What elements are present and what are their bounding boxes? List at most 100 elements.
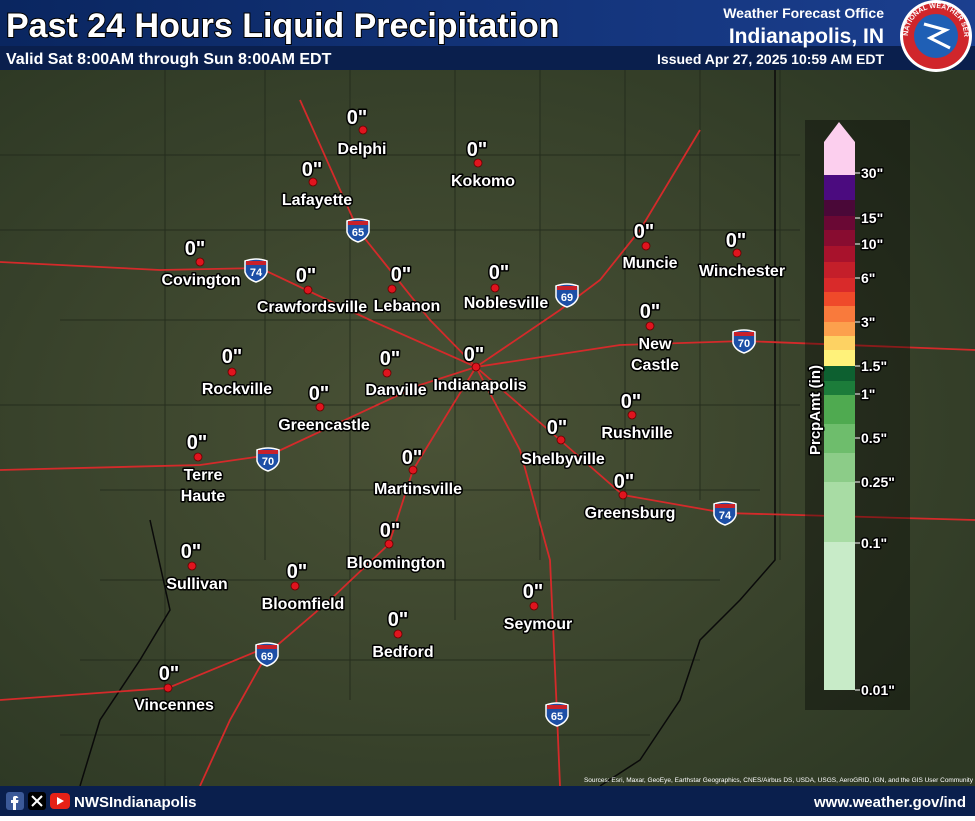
station: 0" Kokomo: [450, 138, 517, 192]
station: 0" Bedford: [371, 608, 435, 663]
station-amount: 0": [287, 561, 308, 583]
station-amount: 0": [347, 107, 368, 129]
office-city: Indianapolis, IN: [729, 25, 884, 48]
legend-swatch: [824, 482, 855, 542]
station-name: Greencastle: [278, 417, 370, 434]
social-handle[interactable]: NWSIndianapolis: [74, 794, 197, 811]
station-amount: 0": [464, 344, 485, 366]
legend-swatch: [824, 350, 855, 366]
shield-top: [257, 645, 277, 649]
station-name: Noblesville: [464, 295, 549, 312]
shield-top: [557, 286, 577, 290]
legend-swatch: [824, 142, 855, 175]
station-dot: [641, 241, 651, 251]
station-dot: [627, 410, 637, 420]
station-dot: [193, 452, 203, 462]
station: 0" Vincennes: [133, 662, 216, 716]
station-dot: [393, 629, 403, 639]
legend-swatch: [824, 246, 855, 262]
station-dot: [645, 321, 655, 331]
header-bar: [0, 0, 975, 46]
station: 0" Delphi: [336, 106, 388, 160]
station-name: Muncie: [622, 255, 677, 272]
station-amount: 0": [726, 230, 747, 252]
station: 0" Indianapolis: [432, 343, 528, 396]
station-name: Seymour: [504, 616, 572, 633]
legend-label: 0.25": [861, 474, 895, 490]
legend-title: PrcpAmt (in): [807, 365, 824, 455]
station-amount: 0": [614, 471, 635, 493]
station-dot: [303, 285, 313, 295]
station-dot: [308, 177, 318, 187]
station-amount: 0": [302, 159, 323, 181]
station-name: Shelbyville: [521, 451, 605, 468]
station-amount: 0": [296, 265, 317, 287]
legend-swatch: [824, 292, 855, 306]
station-name: Bedford: [372, 644, 433, 661]
legend-swatch: [824, 278, 855, 292]
legend-label: 1": [861, 386, 875, 402]
station-dot: [227, 367, 237, 377]
station-amount: 0": [309, 383, 330, 405]
subheader-bar: [0, 46, 975, 70]
station-name: Indianapolis: [433, 377, 526, 394]
shield-number: 70: [738, 338, 750, 350]
legend: 30" 15" 10" 6" 3" 1.5" 1" 0.5" 0.25" 0.1" 0.01": [824, 122, 896, 700]
legend-swatch: [824, 262, 855, 278]
interstate-shields: 65 74 69 70 70 74 69 65: [244, 218, 756, 727]
station-name: Bloomington: [347, 555, 446, 572]
station: 0" Noblesville: [462, 261, 550, 314]
legend-swatch: [824, 395, 855, 424]
station: 0" Winchester: [697, 229, 786, 282]
station-name: Terre Haute: [181, 467, 226, 505]
shield-number: 74: [250, 267, 263, 279]
station-name: Bloomfield: [262, 596, 345, 613]
station-name: Covington: [161, 272, 240, 289]
legend-swatch: [824, 322, 855, 336]
station-name: Danville: [365, 382, 426, 399]
station-name-line: Haute: [181, 488, 226, 505]
station-name: New Castle: [631, 336, 679, 374]
shield-top: [715, 504, 735, 508]
station: 0" Martinsville: [372, 446, 463, 500]
station-name: Greensburg: [585, 505, 676, 522]
website-url[interactable]: www.weather.gov/ind: [813, 794, 966, 811]
station-name: Rushville: [601, 425, 672, 442]
shield-number: 69: [261, 651, 273, 663]
shield-top: [734, 332, 754, 336]
station-amount: 0": [523, 581, 544, 603]
shield-top: [547, 705, 567, 709]
shield-top: [348, 221, 368, 225]
legend-swatch: [824, 381, 855, 395]
station: 0" Covington: [160, 237, 242, 291]
station: 0" Shelbyville: [520, 416, 607, 470]
station: 0" Bloomington: [345, 519, 447, 574]
station: 0" Bloomfield: [260, 560, 346, 615]
state-borders: [79, 70, 776, 787]
station-amount: 0": [640, 301, 661, 323]
station-amount: 0": [547, 417, 568, 439]
legend-label: 3": [861, 314, 875, 330]
station: 0" Seymour: [502, 580, 573, 635]
youtube-glyph: [57, 797, 64, 805]
station-name: Sullivan: [166, 576, 227, 593]
station-name: Rockville: [202, 381, 272, 398]
station-name: Kokomo: [451, 173, 515, 190]
station-amount: 0": [159, 663, 180, 685]
station-name: Lebanon: [374, 298, 441, 315]
legend-swatch: [824, 336, 855, 350]
station-dot: [290, 581, 300, 591]
station-name: Delphi: [338, 141, 387, 158]
shield-number: 69: [561, 292, 573, 304]
shield-number: 65: [551, 711, 563, 723]
station-dot: [471, 362, 481, 372]
station-dot: [382, 368, 392, 378]
subtitle: Valid Sat 8:00AM through Sun 8:00AM EDT: [6, 51, 332, 68]
station: 0" Crawfordsville: [255, 264, 368, 318]
legend-label: 10": [861, 236, 883, 252]
station-dot: [473, 158, 483, 168]
x-glyph: [31, 795, 43, 807]
station-name: Lafayette: [282, 192, 352, 209]
shield-top: [258, 450, 278, 454]
